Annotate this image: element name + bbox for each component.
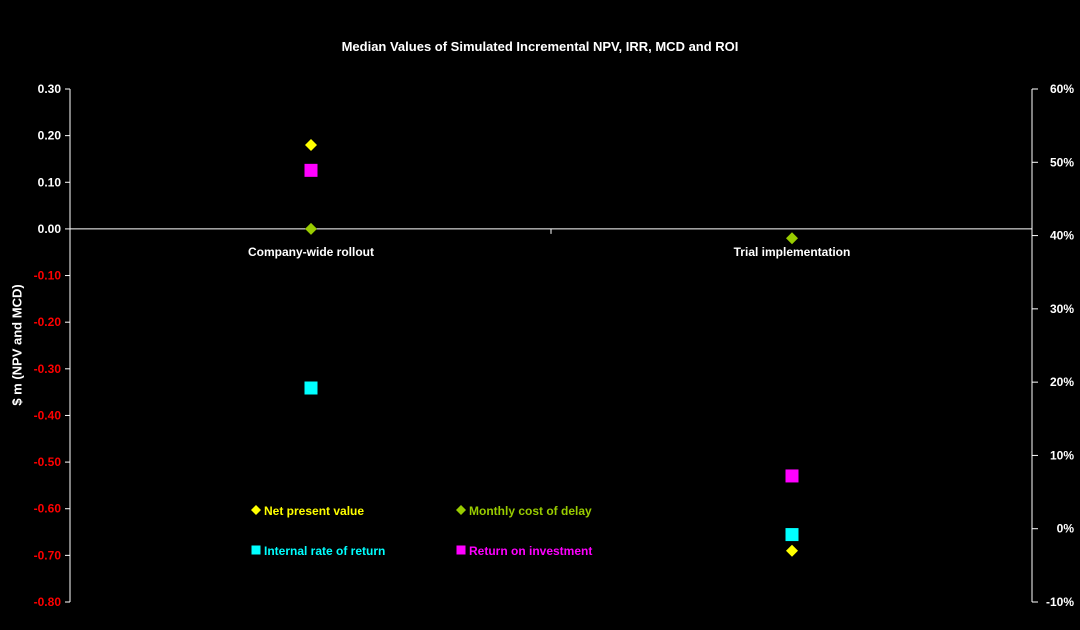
legend-marker xyxy=(456,545,466,555)
point-net-present-value xyxy=(786,544,798,557)
y-tick-label-left: -0.50 xyxy=(34,455,62,469)
y-tick-label-left: -0.20 xyxy=(34,315,62,329)
y-tick-label-left: -0.70 xyxy=(34,548,62,562)
point-monthly-cost-of-delay xyxy=(305,222,317,235)
y-tick-label-left: 0.00 xyxy=(38,222,62,236)
y-tick-label-right: 40% xyxy=(1050,229,1074,243)
y-tick-label-right: 60% xyxy=(1050,82,1074,96)
y-tick-label-left: -0.60 xyxy=(34,502,62,516)
y-tick-label-right: -10% xyxy=(1046,595,1074,609)
y-tick-label-left: -0.40 xyxy=(34,408,62,422)
point-return-on-investment xyxy=(785,469,799,483)
y-tick-label-left: 0.20 xyxy=(38,129,62,143)
x-category-label: Company-wide rollout xyxy=(248,245,374,259)
y-tick-label-left: 0.10 xyxy=(38,175,62,189)
point-monthly-cost-of-delay xyxy=(786,232,798,245)
legend-marker xyxy=(251,505,261,515)
legend-label: Internal rate of return xyxy=(264,544,385,558)
y-tick-label-right: 0% xyxy=(1057,522,1075,536)
y-tick-label-right: 10% xyxy=(1050,448,1074,462)
legend-marker xyxy=(456,505,466,515)
point-net-present-value xyxy=(305,138,317,151)
y-tick-label-right: 30% xyxy=(1050,302,1074,316)
point-return-on-investment xyxy=(304,163,318,177)
chart-title: Median Values of Simulated Incremental N… xyxy=(341,39,739,54)
y-tick-label-right: 50% xyxy=(1050,155,1074,169)
legend-label: Return on investment xyxy=(469,544,592,558)
legend-marker xyxy=(251,545,261,555)
point-internal-rate-of-return xyxy=(304,381,318,395)
y-tick-label-left: -0.30 xyxy=(34,362,62,376)
legend-label: Net present value xyxy=(264,504,364,518)
point-internal-rate-of-return xyxy=(785,528,799,542)
y-tick-label-right: 20% xyxy=(1050,375,1074,389)
legend-label: Monthly cost of delay xyxy=(469,504,592,518)
y-tick-label-left: -0.80 xyxy=(34,595,62,609)
x-category-label: Trial implementation xyxy=(734,245,851,259)
y-tick-label-left: -0.10 xyxy=(34,269,62,283)
y-tick-label-left: 0.30 xyxy=(38,82,62,96)
